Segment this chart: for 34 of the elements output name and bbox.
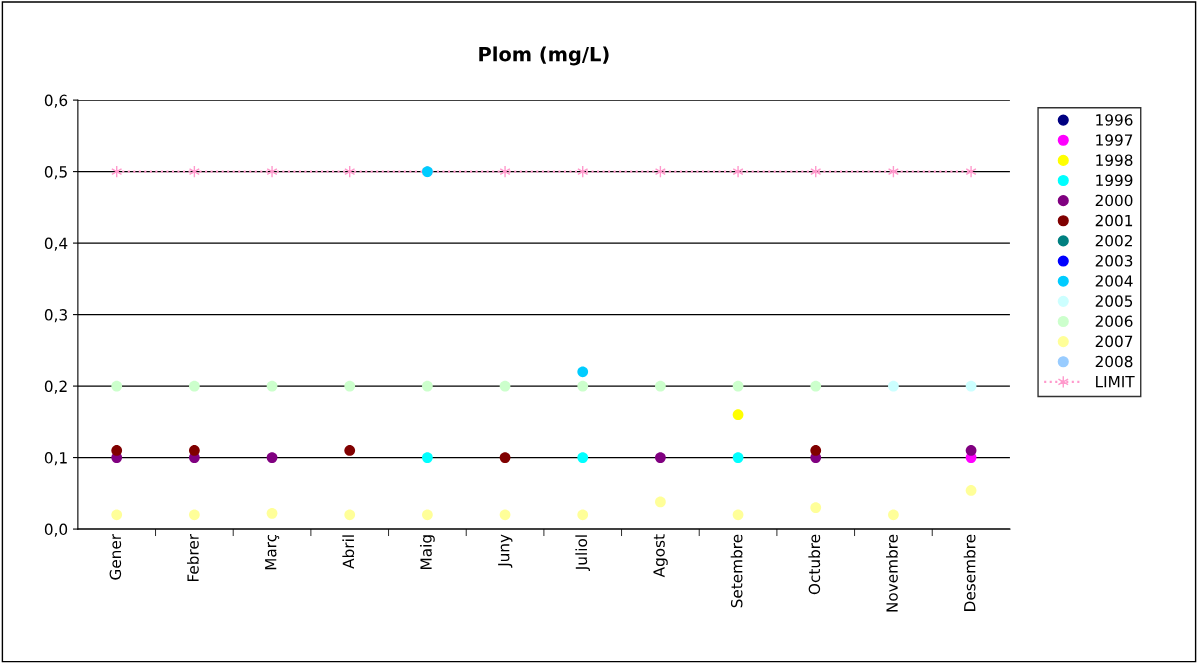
legend-label: 2004 xyxy=(1095,275,1133,287)
x-tick-label: Agost xyxy=(653,534,668,578)
x-tick-label: Juliol xyxy=(575,535,590,571)
y-tick-label: 0,1 xyxy=(44,452,67,466)
x-tick-label: Octubre xyxy=(808,534,821,595)
chart-title: Plom (mg/L) xyxy=(479,46,609,66)
legend-label: 2005 xyxy=(1095,295,1133,307)
y-tick-label: 0,6 xyxy=(44,94,68,108)
legend-label: LIMIT xyxy=(1096,376,1135,388)
legend-label: 2000 xyxy=(1095,194,1133,207)
x-tick-label: Gener xyxy=(109,533,122,580)
legend-label: 2003 xyxy=(1095,255,1133,267)
legend-label: 2006 xyxy=(1095,315,1133,328)
legend-label: 1998 xyxy=(1096,154,1133,166)
legend-label: 1999 xyxy=(1096,174,1133,187)
y-tick-label: 0,2 xyxy=(44,380,67,394)
x-tick-label: Juny xyxy=(498,534,513,568)
x-tick-label: Març xyxy=(265,534,280,570)
legend-label: 2007 xyxy=(1095,335,1133,348)
y-tick-label: 0,4 xyxy=(44,237,68,251)
y-tick-label: 0,5 xyxy=(44,166,67,180)
x-tick-label: Maig xyxy=(419,535,435,569)
x-tick-label: Abril xyxy=(342,535,355,569)
x-tick-label: Febrer xyxy=(186,533,199,582)
y-tick-label: 0,0 xyxy=(44,523,68,537)
x-tick-label: Novembre xyxy=(886,534,898,612)
y-tick-label: 0,3 xyxy=(44,309,67,323)
legend-label: 2001 xyxy=(1095,214,1133,227)
x-tick-label: Desembre xyxy=(963,534,976,611)
legend-label: 2002 xyxy=(1095,234,1132,247)
x-tick-label: Setembre xyxy=(730,534,743,608)
legend-label: 2008 xyxy=(1095,355,1133,368)
legend-label: 1996 xyxy=(1096,114,1133,126)
legend-label: 1997 xyxy=(1096,134,1133,146)
